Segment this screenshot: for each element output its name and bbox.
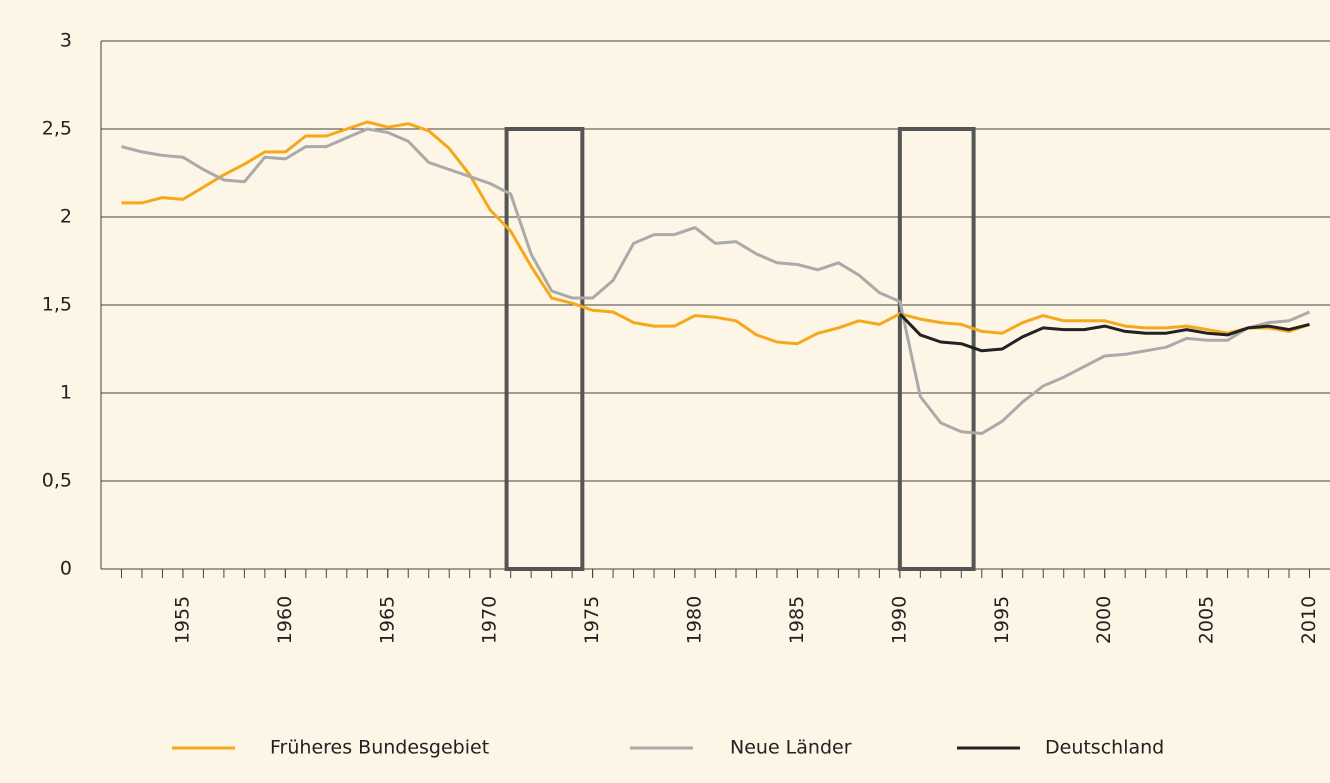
legend-label: Neue Länder [730,737,852,759]
series-line [121,120,1310,346]
x-tick-label: 2000 [1093,596,1115,644]
x-tick-label: 1970 [479,596,501,644]
x-tick-label: 1980 [684,596,706,644]
y-tick-label: 2 [60,206,72,228]
x-tick-label: 1975 [581,596,603,644]
x-tick-label: 1995 [991,596,1013,644]
highlight-box [504,127,585,571]
y-tick-label: 1,5 [42,294,72,316]
legend-item: Früheres Bundesgebiet [172,737,489,759]
series-line [898,312,1310,353]
x-tick-label: 1985 [786,596,808,644]
y-tick-label: 2,5 [42,118,72,140]
legend-item: Deutschland [957,737,1164,759]
x-tick-label: 2005 [1196,596,1218,644]
y-tick-label: 3 [60,30,72,52]
x-tick-label: 1960 [274,596,296,644]
y-tick-label: 0,5 [42,470,72,492]
x-tick-label: 1965 [376,596,398,644]
x-tick-label: 1955 [171,596,193,644]
series-line [121,127,1311,435]
y-tick-label: 1 [60,382,72,404]
legend-label: Deutschland [1045,737,1164,759]
legend-item: Neue Länder [630,737,852,759]
x-tick-label: 2010 [1298,596,1320,644]
y-tick-label: 0 [60,558,72,580]
legend-label: Früheres Bundesgebiet [270,737,489,759]
x-tick-label: 1990 [888,596,910,644]
